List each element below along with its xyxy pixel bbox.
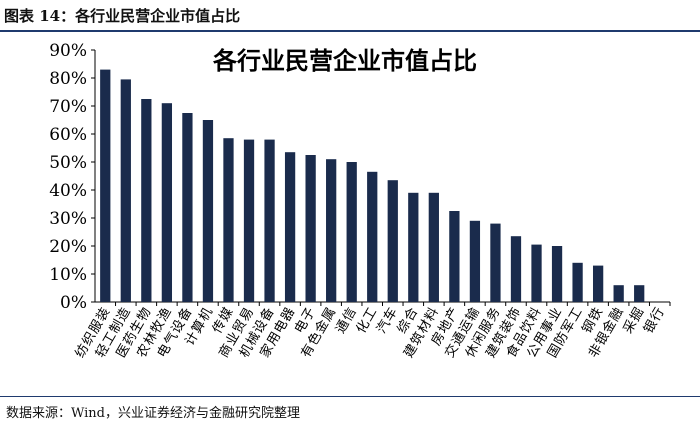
y-tick-label: 30%: [49, 209, 87, 229]
bar: [469, 220, 481, 302]
bar: [346, 162, 357, 302]
bottom-divider: [0, 396, 700, 397]
bar: [531, 244, 542, 302]
x-tick-label: 通信: [333, 305, 360, 337]
bar: [387, 180, 398, 302]
y-tick-label: 0%: [60, 293, 87, 313]
x-tick-label: 采掘: [621, 305, 648, 337]
figure-header: 图表 14：各行业民营企业市值占比: [0, 0, 700, 30]
y-tick-label: 20%: [49, 237, 87, 257]
bar: [305, 155, 316, 302]
y-tick-label: 90%: [49, 41, 87, 61]
chart-title: 各行业民营企业市值占比: [212, 46, 477, 75]
bar: [592, 265, 604, 302]
bar: [120, 79, 131, 303]
bar: [572, 262, 583, 302]
y-tick-label: 80%: [49, 69, 87, 89]
figure-caption: 图表 14：各行业民营企业市值占比: [4, 7, 241, 25]
source-note: 数据来源：Wind，兴业证券经济与金融研究院整理: [6, 406, 300, 421]
bar: [243, 139, 255, 302]
x-tick-label: 化工: [354, 305, 381, 337]
y-tick-label: 10%: [49, 265, 87, 285]
bar: [367, 171, 378, 302]
bar: [223, 138, 234, 302]
y-tick-label: 60%: [49, 125, 87, 145]
bar: [634, 285, 645, 302]
y-tick-label: 70%: [49, 97, 87, 117]
bar: [141, 99, 152, 302]
bar: [510, 236, 522, 302]
bar: [428, 192, 439, 302]
top-divider: [0, 30, 700, 32]
bar: [449, 211, 460, 302]
bar: [264, 139, 275, 302]
x-tick-label: 汽车: [373, 304, 401, 336]
bar: [408, 192, 419, 302]
bar: [613, 285, 624, 302]
bar: [100, 69, 111, 302]
bar-chart: 0%10%20%30%40%50%60%70%80%90%纺织服装轻工制造医药生…: [49, 41, 671, 361]
bar: [202, 120, 214, 302]
bar: [284, 152, 296, 302]
x-tick-label: 银行: [641, 305, 668, 337]
bar: [326, 159, 337, 302]
plot-area: 0%10%20%30%40%50%60%70%80%90%纺织服装轻工制造医药生…: [49, 41, 671, 361]
bar: [161, 103, 173, 302]
bar: [490, 223, 501, 302]
bar: [182, 113, 193, 302]
y-tick-label: 50%: [49, 153, 87, 173]
y-tick-label: 40%: [49, 181, 87, 201]
bar: [551, 246, 563, 302]
